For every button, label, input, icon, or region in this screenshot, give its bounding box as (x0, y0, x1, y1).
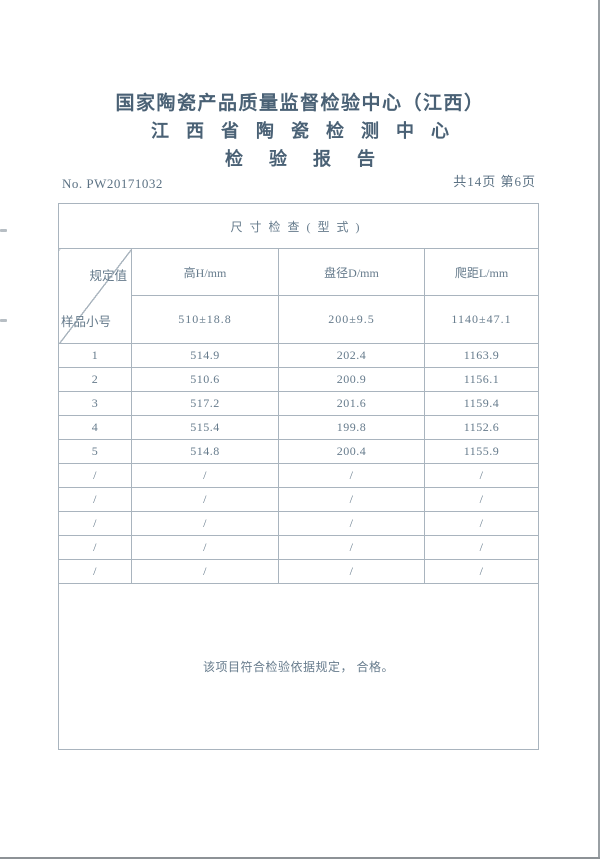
cell-height: / (131, 559, 279, 584)
cell-height: / (131, 487, 279, 512)
corner-label-sample: 样品小号 (61, 315, 112, 329)
cell-height: 515.4 (131, 415, 279, 440)
scan-edge-right (598, 0, 600, 859)
table-row: 5 514.8 200.4 1155.9 (58, 439, 539, 464)
cell-diameter: / (278, 487, 425, 512)
cell-diameter: 201.6 (278, 391, 425, 416)
document-title: 检验报告 (225, 149, 401, 169)
cell-diameter: 200.9 (278, 367, 425, 392)
sample-number: / (58, 463, 132, 488)
sample-number: 2 (58, 367, 132, 392)
cell-creepage: 1155.9 (424, 439, 539, 464)
cell-diameter: 199.8 (278, 415, 425, 440)
conclusion-text: 该项目符合检验依据规定， 合格。 (58, 583, 539, 750)
spec-value-height: 510±18.8 (131, 295, 279, 344)
cell-creepage: 1159.4 (424, 391, 539, 416)
page-count-info: 共14页 第6页 (453, 174, 536, 189)
report-number: No. PW20171032 (62, 176, 163, 191)
cell-height: / (131, 463, 279, 488)
cell-creepage: 1156.1 (424, 367, 539, 392)
cell-creepage: / (424, 559, 539, 584)
inspection-table: 尺寸检查(型式) 规定值 样品小号 高H/mm 盘径D/mm 爬距L/mm 51… (58, 203, 539, 750)
column-header-height: 高H/mm (131, 248, 279, 296)
cell-creepage: / (424, 511, 539, 536)
diagonal-header-cell: 规定值 样品小号 (58, 248, 132, 344)
table-row-empty: / / / / (58, 487, 539, 512)
scan-edge-bottom (0, 857, 600, 859)
cell-height: / (131, 535, 279, 560)
table-row-empty: / / / / (58, 535, 539, 560)
table-row-empty: / / / / (58, 463, 539, 488)
column-header-diameter: 盘径D/mm (278, 248, 425, 296)
cell-diameter: 202.4 (278, 343, 425, 368)
cell-height: 517.2 (131, 391, 279, 416)
sample-number: 4 (58, 415, 132, 440)
cell-diameter: / (278, 511, 425, 536)
sample-number: / (58, 487, 132, 512)
table-row-empty: / / / / (58, 559, 539, 584)
table-section-title: 尺寸检查(型式) (58, 203, 539, 249)
cell-height: 514.9 (131, 343, 279, 368)
org-name-line1: 国家陶瓷产品质量监督检验中心（江西） (115, 93, 485, 114)
corner-label-spec: 规定值 (89, 269, 127, 283)
scan-artifact (0, 319, 7, 322)
cell-creepage: 1152.6 (424, 415, 539, 440)
sample-number: 3 (58, 391, 132, 416)
table-row: 4 515.4 199.8 1152.6 (58, 415, 539, 440)
cell-diameter: / (278, 559, 425, 584)
table-row-empty: / / / / (58, 511, 539, 536)
org-name-line2: 江西省陶瓷检测中心 (151, 121, 466, 141)
cell-creepage: 1163.9 (424, 343, 539, 368)
table-row: 2 510.6 200.9 1156.1 (58, 367, 539, 392)
cell-creepage: / (424, 535, 539, 560)
cell-height: 510.6 (131, 367, 279, 392)
cell-diameter: / (278, 463, 425, 488)
table-row: 1 514.9 202.4 1163.9 (58, 343, 539, 368)
sample-number: 5 (58, 439, 132, 464)
cell-diameter: / (278, 535, 425, 560)
table-row: 3 517.2 201.6 1159.4 (58, 391, 539, 416)
scan-artifact (0, 229, 7, 232)
cell-creepage: / (424, 487, 539, 512)
cell-height: / (131, 511, 279, 536)
spec-value-creepage: 1140±47.1 (424, 295, 539, 344)
cell-height: 514.8 (131, 439, 279, 464)
sample-number: / (58, 511, 132, 536)
sample-number: / (58, 559, 132, 584)
cell-creepage: / (424, 463, 539, 488)
spec-value-diameter: 200±9.5 (278, 295, 425, 344)
column-header-creepage: 爬距L/mm (424, 248, 539, 296)
sample-number: / (58, 535, 132, 560)
cell-diameter: 200.4 (278, 439, 425, 464)
sample-number: 1 (58, 343, 132, 368)
